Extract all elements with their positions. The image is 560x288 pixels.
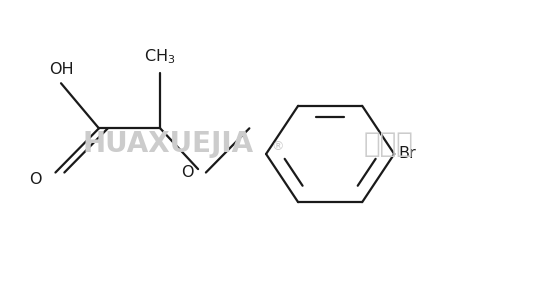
Text: O: O <box>181 165 194 180</box>
Text: O: O <box>29 172 41 187</box>
Text: ®: ® <box>272 140 284 153</box>
Text: CH$_3$: CH$_3$ <box>144 47 176 66</box>
Text: HUAXUEJIA: HUAXUEJIA <box>83 130 254 158</box>
Text: Br: Br <box>399 147 417 162</box>
Text: OH: OH <box>49 62 73 77</box>
Text: 化学加: 化学加 <box>364 130 414 158</box>
